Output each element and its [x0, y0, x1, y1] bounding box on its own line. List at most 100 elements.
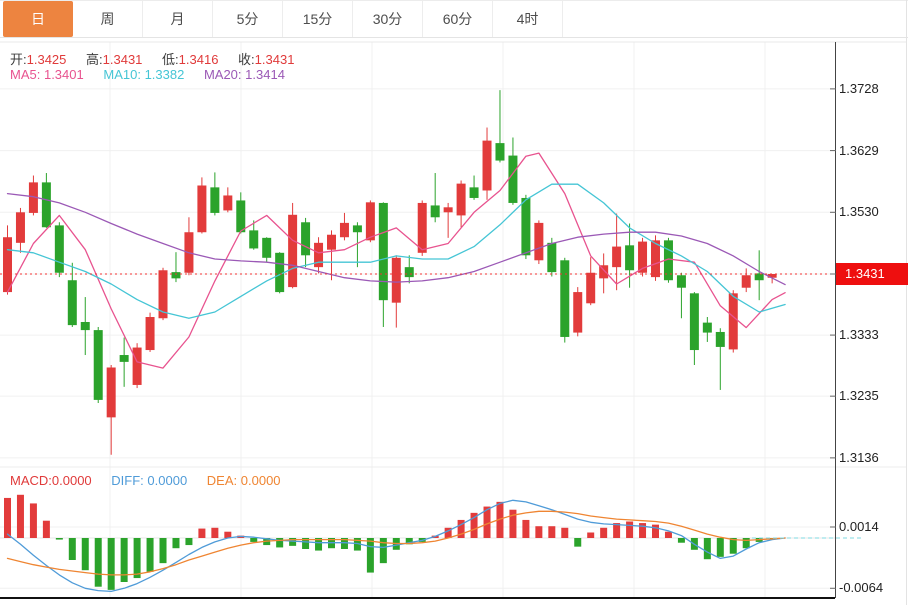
tab-timeframe-6[interactable]: 60分 — [423, 1, 493, 37]
candle-body — [456, 183, 466, 216]
last-price-tag: 1.3431 — [836, 263, 908, 285]
candle-body — [171, 272, 181, 279]
y-axis-label: 1.3728 — [839, 80, 879, 96]
candle-body — [651, 240, 660, 278]
macd-bar — [353, 538, 361, 551]
candle-body — [197, 185, 207, 233]
macd-bar — [509, 509, 517, 538]
open-value: 开:1.3425 — [10, 52, 67, 67]
macd-bar — [457, 519, 465, 538]
right-border — [906, 0, 907, 605]
macd-bar — [94, 538, 102, 587]
y-axis-label: 0.0014 — [839, 519, 879, 534]
ma-line-ma10 — [6, 183, 786, 319]
macd-bar — [561, 527, 569, 538]
macd-bar — [639, 523, 647, 538]
macd-bar — [366, 538, 374, 573]
y-axis-label: 1.3136 — [839, 449, 879, 465]
macd-bar — [146, 538, 154, 572]
macd-bar — [600, 527, 608, 538]
macd-bar — [379, 538, 387, 564]
tab-timeframe-2[interactable]: 月 — [143, 1, 213, 37]
candle-body — [547, 242, 557, 273]
candle-body — [378, 202, 388, 301]
candle-body — [495, 143, 505, 161]
macd-bar — [211, 527, 219, 538]
macd-bar — [81, 538, 89, 571]
candle-body — [443, 207, 453, 213]
candle-body — [314, 242, 324, 268]
candle-body — [93, 330, 103, 400]
candle-body — [339, 222, 349, 238]
macd-bar — [613, 523, 621, 538]
macd-bar — [315, 538, 323, 551]
candle-body — [508, 155, 518, 203]
candle-body — [15, 212, 25, 243]
candle-body — [599, 265, 609, 279]
candle-body — [728, 293, 738, 350]
ma-line-ma5 — [6, 152, 786, 369]
candle-body — [534, 222, 544, 261]
macd-bar — [16, 494, 24, 538]
tab-timeframe-0[interactable]: 日 — [3, 1, 73, 37]
macd-bar — [444, 527, 452, 538]
candle-body — [236, 200, 246, 233]
macd-bar — [29, 503, 37, 538]
ma5-value: MA5: 1.3401 — [10, 67, 84, 82]
macd-bar — [276, 538, 284, 548]
candle-body — [391, 257, 401, 303]
macd-bar — [198, 528, 206, 538]
candle-body — [521, 197, 531, 256]
close-value: 收:1.3431 — [238, 52, 295, 67]
candle-body — [560, 260, 570, 337]
chart-canvas[interactable] — [0, 38, 908, 605]
macd-bar — [405, 538, 413, 545]
candle-body — [41, 182, 51, 228]
macd-bar — [652, 524, 659, 538]
dea-line — [6, 510, 786, 576]
y-axis-label: 1.3333 — [839, 327, 879, 343]
macd-bar — [522, 519, 530, 538]
macd-bar — [4, 497, 11, 538]
macd-bar — [224, 531, 232, 538]
candle-body — [365, 202, 375, 241]
candle-body — [301, 222, 311, 256]
tab-timeframe-1[interactable]: 周 — [73, 1, 143, 37]
tab-timeframe-7[interactable]: 4时 — [493, 1, 563, 37]
timeframe-tab-bar: 日周月 5分 15分 30分 60分 4时 — [0, 0, 908, 38]
macd-bar — [133, 538, 141, 579]
candle-body — [482, 140, 492, 191]
macd-bar — [535, 526, 543, 538]
macd-bar — [250, 538, 258, 542]
candle-body — [625, 245, 635, 271]
macd-bar — [55, 538, 63, 540]
candle-body — [754, 273, 764, 281]
diff-value: DIFF: 0.0000 — [111, 473, 188, 488]
macd-bar — [120, 538, 128, 582]
candle-body — [638, 241, 648, 273]
macd-bar — [548, 526, 556, 538]
tab-timeframe-3[interactable]: 5分 — [213, 1, 283, 37]
high-value: 高:1.3431 — [86, 52, 143, 67]
candle-body — [689, 293, 699, 351]
candle-body — [223, 195, 233, 211]
macd-bar — [664, 531, 672, 538]
macd-bar — [716, 538, 724, 557]
candle-body — [702, 322, 712, 333]
candle-body — [417, 202, 427, 253]
candle-body — [67, 280, 77, 326]
candle-body — [676, 275, 686, 288]
candle-body — [106, 367, 116, 418]
candle-body — [145, 317, 155, 351]
tab-timeframe-5[interactable]: 30分 — [353, 1, 423, 37]
macd-bar — [703, 538, 711, 560]
macd-bar — [729, 538, 737, 554]
candle-body — [741, 275, 751, 288]
candle-body — [262, 237, 272, 258]
tab-timeframe-4[interactable]: 15分 — [283, 1, 353, 37]
candle-body — [612, 246, 622, 268]
y-axis-label: 1.3235 — [839, 388, 879, 404]
macd-bar — [185, 538, 193, 546]
macd-bar — [742, 538, 750, 549]
